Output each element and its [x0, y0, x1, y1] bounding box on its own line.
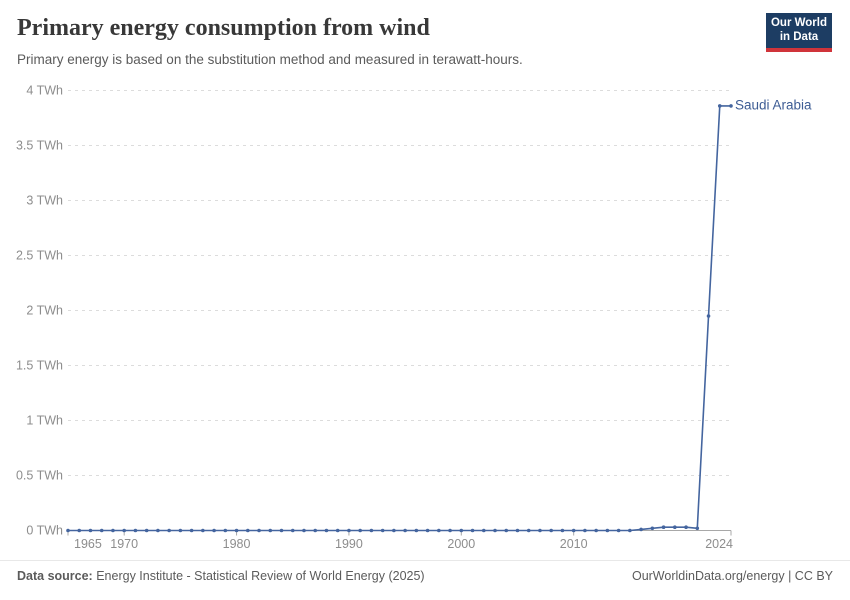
data-point-marker[interactable] [144, 528, 149, 533]
data-point-marker[interactable] [178, 528, 183, 533]
data-point-marker[interactable] [201, 528, 205, 533]
data-point-marker[interactable] [133, 528, 138, 533]
data-point-marker[interactable] [459, 528, 464, 533]
data-point-marker[interactable] [212, 528, 216, 533]
data-point-marker[interactable] [268, 528, 273, 533]
data-point-marker[interactable] [639, 527, 643, 532]
data-point-marker[interactable] [403, 528, 407, 533]
data-point-marker[interactable] [437, 528, 441, 533]
data-point-marker[interactable] [616, 528, 621, 533]
y-axis-tick-label: 0 TWh [26, 524, 63, 538]
data-point-marker[interactable] [526, 528, 531, 533]
footer-attribution: OurWorldinData.org/energy | CC BY [632, 569, 833, 583]
data-point-marker[interactable] [279, 528, 284, 533]
data-point-marker[interactable] [88, 528, 93, 533]
data-point-marker[interactable] [661, 525, 666, 529]
chart-footer: Data source: Energy Institute - Statisti… [17, 569, 833, 583]
data-point-marker[interactable] [504, 528, 509, 533]
y-axis-tick-label: 0.5 TWh [16, 469, 63, 483]
x-axis-tick-label: 1965 [74, 537, 102, 551]
data-point-marker[interactable] [684, 525, 688, 529]
data-point-marker[interactable] [358, 528, 362, 533]
x-axis-tick-label: 1970 [110, 537, 138, 551]
owid-logo[interactable]: Our World in Data [766, 13, 832, 52]
page-title: Primary energy consumption from wind [17, 15, 430, 41]
owid-url-link[interactable]: OurWorldinData.org/energy [631, 569, 785, 583]
x-axis-tick-label: 2010 [560, 537, 588, 551]
data-point-marker[interactable] [313, 528, 318, 533]
data-point-marker[interactable] [515, 528, 520, 533]
data-point-marker[interactable] [493, 528, 497, 533]
x-axis-tick-label: 1990 [335, 537, 363, 551]
data-point-marker[interactable] [324, 528, 329, 533]
owid-logo-line1: Our World [770, 17, 827, 29]
entity-label-saudi-arabia[interactable]: Saudi Arabia [735, 98, 812, 113]
data-point-marker[interactable] [729, 104, 733, 108]
data-point-marker[interactable] [583, 528, 587, 533]
data-source-note: Data source: Energy Institute - Statisti… [17, 569, 425, 583]
data-point-marker[interactable] [167, 528, 171, 533]
data-point-marker[interactable] [223, 528, 228, 533]
x-axis-tick-label: 2024 [705, 537, 733, 551]
y-axis-tick-label: 4 TWh [26, 84, 63, 98]
data-point-marker[interactable] [234, 528, 239, 533]
data-point-marker[interactable] [111, 528, 115, 533]
y-axis-tick-label: 1.5 TWh [16, 359, 63, 373]
license-text: | CC BY [784, 569, 833, 583]
data-point-marker[interactable] [481, 528, 486, 533]
data-point-marker[interactable] [538, 528, 542, 533]
data-point-marker[interactable] [369, 528, 374, 533]
data-point-marker[interactable] [594, 528, 598, 533]
data-point-marker[interactable] [695, 526, 700, 531]
footer-divider [0, 560, 850, 561]
data-point-marker[interactable] [549, 528, 554, 533]
data-point-marker[interactable] [189, 528, 194, 533]
data-point-marker[interactable] [257, 528, 261, 533]
x-axis-tick-label: 2000 [447, 537, 475, 551]
series-line-saudi-arabia[interactable] [67, 105, 732, 532]
data-point-marker[interactable] [628, 528, 632, 533]
data-point-marker[interactable] [335, 528, 340, 533]
data-point-marker[interactable] [448, 528, 452, 533]
data-source-label: Data source: [17, 569, 93, 583]
data-point-marker[interactable] [571, 528, 576, 533]
data-point-marker[interactable] [99, 528, 104, 533]
data-point-marker[interactable] [650, 526, 655, 531]
data-point-marker[interactable] [347, 528, 351, 533]
data-point-marker[interactable] [380, 528, 385, 533]
data-point-marker[interactable] [290, 528, 295, 533]
data-point-marker[interactable] [470, 528, 475, 533]
owid-logo-line2: in Data [779, 30, 819, 43]
x-axis-tick-label: 1980 [223, 537, 251, 551]
data-point-marker[interactable] [717, 104, 722, 108]
data-point-marker[interactable] [122, 528, 126, 533]
y-axis-tick-label: 3 TWh [26, 194, 63, 208]
data-point-marker[interactable] [706, 314, 711, 318]
data-point-marker[interactable] [245, 528, 250, 533]
data-point-marker[interactable] [66, 528, 70, 533]
data-point-marker[interactable] [414, 528, 419, 533]
data-point-marker[interactable] [560, 528, 565, 533]
y-axis-tick-label: 2.5 TWh [16, 249, 63, 263]
y-axis-tick-label: 1 TWh [26, 414, 63, 428]
data-point-marker[interactable] [392, 528, 396, 533]
data-point-marker[interactable] [77, 528, 82, 533]
chart-subtitle: Primary energy is based on the substitut… [17, 52, 523, 67]
data-point-marker[interactable] [425, 528, 430, 533]
y-axis-tick-label: 2 TWh [26, 304, 63, 318]
data-point-marker[interactable] [156, 528, 160, 533]
data-source-text: Energy Institute - Statistical Review of… [92, 569, 425, 583]
data-point-marker[interactable] [673, 525, 677, 529]
data-point-marker[interactable] [302, 528, 306, 533]
y-axis-tick-label: 3.5 TWh [16, 139, 63, 153]
data-point-marker[interactable] [605, 528, 610, 533]
